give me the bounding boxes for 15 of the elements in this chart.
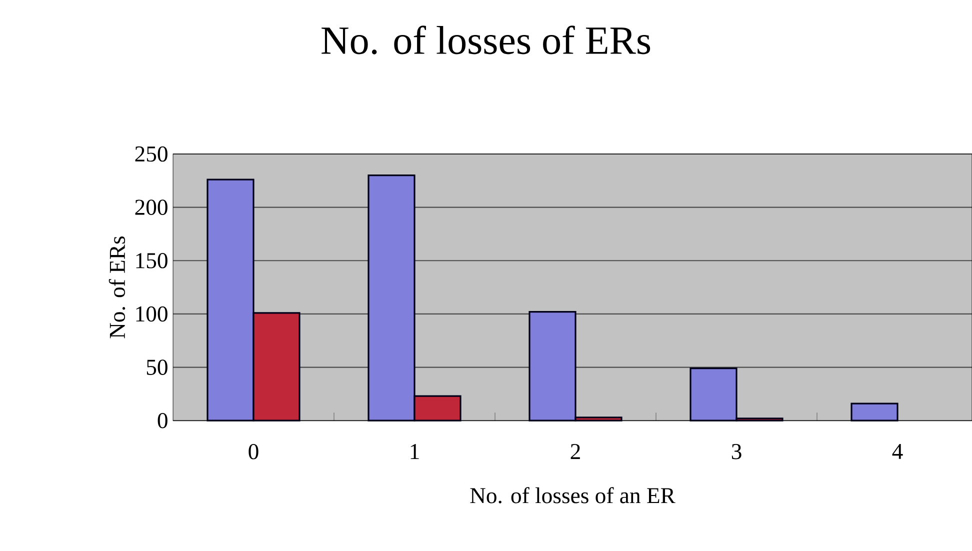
x-axis-title: No. of losses of an ER — [470, 487, 676, 504]
y-tick-label: 150 — [136, 252, 168, 268]
bar — [850, 402, 898, 422]
x-tick-label: 1 — [410, 444, 419, 459]
x-tick-label: 4 — [892, 444, 903, 459]
y-tick-label: 200 — [135, 200, 168, 215]
y-axis-title: No. of ERs — [108, 236, 126, 338]
chart-title: No. of losses of ERs — [322, 26, 650, 54]
x-tick-label: 2 — [570, 444, 580, 459]
y-tick-label: 250 — [135, 146, 168, 162]
x-tick-label: 0 — [248, 444, 258, 460]
y-tick-label: 0 — [158, 412, 168, 428]
y-tick-label: 100 — [136, 306, 168, 322]
x-tick-label: 3 — [732, 444, 742, 460]
y-tick-label: 50 — [146, 360, 168, 375]
